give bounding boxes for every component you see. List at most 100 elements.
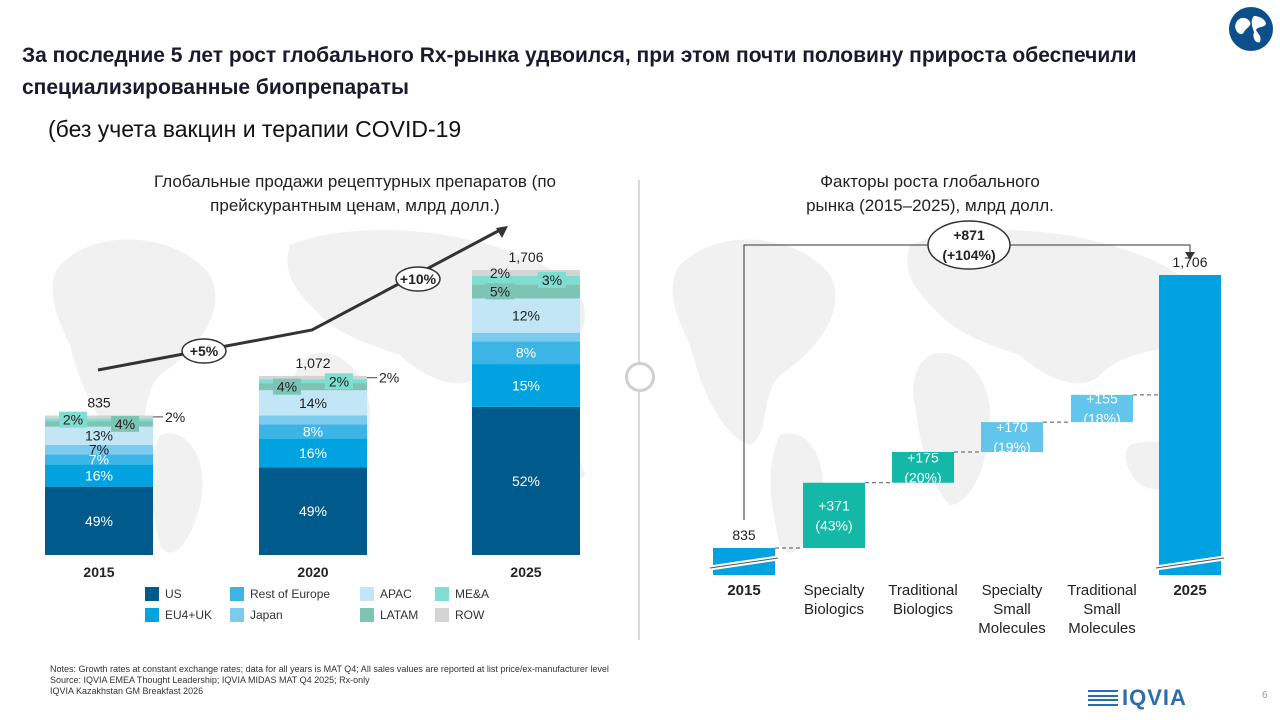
legend-swatch xyxy=(145,587,159,601)
data-label: 13% xyxy=(85,428,113,444)
waterfall-bar xyxy=(981,422,1043,452)
bar-segment-japan-2025 xyxy=(472,332,580,342)
bar-segment-eu4-uk-2025 xyxy=(472,364,580,407)
x-tick-label: Biologics xyxy=(893,601,953,618)
legend-label: Japan xyxy=(250,608,283,622)
waterfall-value-label: (43%) xyxy=(815,517,852,533)
iqvia-logo: IQVIA xyxy=(1088,685,1187,710)
page-subtitle: (без учета вакцин и терапии COVID-19 xyxy=(48,116,462,142)
waterfall-bar xyxy=(892,451,954,483)
x-tick-label: Molecules xyxy=(978,620,1046,637)
x-tick-label: 2025 xyxy=(1173,582,1206,599)
data-label: 52% xyxy=(512,473,540,489)
divider-circle-icon xyxy=(625,362,655,392)
legend-label: Rest of Europe xyxy=(250,587,331,601)
data-label: 8% xyxy=(303,423,323,439)
growth-bubble xyxy=(395,266,441,292)
chart-legend: US EU4+UK Rest of Europe Japan APAC LATAM ME&A… xyxy=(145,585,545,629)
data-label: 2% xyxy=(63,412,83,428)
data-label: 16% xyxy=(85,467,113,483)
waterfall-value-label: (18%) xyxy=(1083,410,1120,426)
data-label: 3% xyxy=(542,272,562,288)
total-growth-bubble xyxy=(927,220,1011,270)
x-tick-label: Molecules xyxy=(1068,620,1136,637)
legend-item: LATAM xyxy=(360,606,418,624)
growth-label: +10% xyxy=(400,271,437,287)
data-label: 7% xyxy=(89,442,109,458)
growth-trend-arrow xyxy=(97,228,501,372)
section-divider xyxy=(638,180,640,640)
bar-segment-apac-2025 xyxy=(472,298,580,333)
data-label: 2% xyxy=(165,409,185,425)
x-tick-label: Small xyxy=(1083,601,1121,618)
legend-item: EU4+UK xyxy=(145,606,212,624)
bar-segment-row-2015 xyxy=(45,415,153,419)
legend-swatch xyxy=(435,587,449,601)
legend-label: APAC xyxy=(380,587,412,601)
legend-item: US xyxy=(145,585,182,603)
axis-break-line xyxy=(709,557,779,569)
data-label-box xyxy=(325,373,353,390)
data-label: 49% xyxy=(85,513,113,529)
page-title: За последние 5 лет рост глобального Rx-р… xyxy=(22,44,1137,99)
data-label: 12% xyxy=(512,308,540,324)
data-label: 7% xyxy=(89,451,109,467)
data-label: 2% xyxy=(329,373,349,389)
bar-segment-eu4-uk-2015 xyxy=(45,464,153,487)
bar-segment-me-a-2025 xyxy=(472,275,580,285)
legend-swatch xyxy=(360,608,374,622)
bar-segment-me-a-2015 xyxy=(45,418,153,422)
data-label-box xyxy=(538,271,566,288)
left-chart-title-line2: прейскурантным ценам, млрд долл.) xyxy=(210,196,500,215)
legend-label: US xyxy=(165,587,182,601)
bar-segment-us-2015 xyxy=(45,486,153,555)
growth-bubble xyxy=(181,338,227,364)
legend-label: ME&A xyxy=(455,587,490,601)
waterfall-value-label: +371 xyxy=(818,497,850,513)
waterfall-bar xyxy=(1071,394,1133,423)
bar-segment-me-a-2020 xyxy=(259,379,367,384)
legend-swatch xyxy=(360,587,374,601)
footnotes: Notes: Growth rates at constant exchange… xyxy=(50,664,609,697)
data-label-box xyxy=(486,283,514,300)
x-tick-label: Traditional xyxy=(1067,582,1136,599)
data-label: 15% xyxy=(512,377,540,393)
bar-segment-rest-of-europe-2025 xyxy=(472,341,580,365)
footnote-source: Source: IQVIA EMEA Thought Leadership; I… xyxy=(50,675,370,685)
legend-label: ROW xyxy=(455,608,485,622)
waterfall-value-label: +175 xyxy=(907,449,939,465)
legend-swatch xyxy=(230,608,244,622)
legend-label: EU4+UK xyxy=(165,608,213,622)
bar-segment-rest-of-europe-2020 xyxy=(259,424,367,439)
legend-item: APAC xyxy=(360,585,412,603)
total-growth-bracket xyxy=(743,244,1191,520)
data-label: 4% xyxy=(115,416,135,432)
bar-segment-row-2025 xyxy=(472,270,580,276)
left-chart-title: Глобальные продажи рецептурных препарато… xyxy=(60,170,650,218)
logo-text: IQVIA xyxy=(1122,685,1187,710)
left-chart-title-line1: Глобальные продажи рецептурных препарато… xyxy=(153,172,556,191)
waterfall-value-label: (19%) xyxy=(993,439,1030,455)
waterfall-value-label: +170 xyxy=(996,419,1028,435)
total-growth-label: (+104%) xyxy=(942,247,995,263)
waterfall-value-label: (20%) xyxy=(904,469,941,485)
x-tick-label: Small xyxy=(993,601,1031,618)
bar-segment-eu4-uk-2020 xyxy=(259,438,367,468)
axis-break-line xyxy=(1155,557,1225,569)
waterfall-bar xyxy=(1159,275,1221,575)
logo-lines-icon xyxy=(1088,690,1118,706)
waterfall-value-label: +155 xyxy=(1086,390,1118,406)
data-label: 16% xyxy=(299,445,327,461)
data-label: 2% xyxy=(490,265,510,281)
legend-swatch xyxy=(435,608,449,622)
arrow-head-icon xyxy=(496,226,508,238)
data-label-box xyxy=(273,378,301,395)
footnote-notes: Notes: Growth rates at constant exchange… xyxy=(50,664,609,674)
stacked-bar-chart: 49%16%7%7%13%835201549%16%8%14%1,0722020… xyxy=(45,226,580,580)
data-label: 14% xyxy=(299,395,327,411)
data-label-box xyxy=(111,415,139,432)
x-tick-label: Biologics xyxy=(804,601,864,618)
legend-swatch xyxy=(230,587,244,601)
data-label: 5% xyxy=(490,283,510,299)
bar-segment-us-2025 xyxy=(472,406,580,555)
